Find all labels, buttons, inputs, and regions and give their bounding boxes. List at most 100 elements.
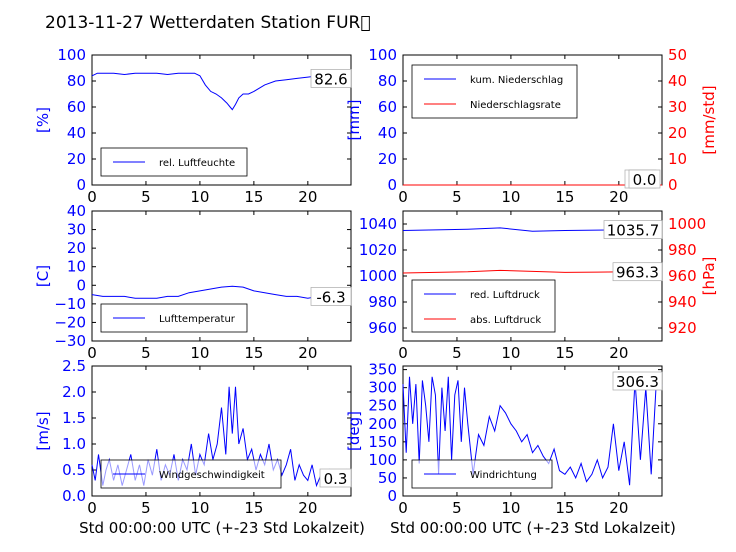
legend-label: Windgeschwindigkeit — [159, 470, 265, 481]
y-tick-label-right: 920 — [668, 319, 697, 337]
value-box-frame — [310, 69, 352, 88]
axes-frame — [91, 54, 352, 186]
y-tick-label-right: 1000 — [668, 215, 706, 233]
y-tick-label: 0 — [387, 487, 397, 505]
y-tick-label: 0 — [387, 176, 397, 194]
panel-precip: 0 5 10 15 20 0 20 40 60 80 100 0 10 20 30 40 50 [mm] [mm/s… — [345, 46, 718, 206]
y-tick-label: 960 — [368, 319, 397, 337]
value-box-frame — [612, 371, 663, 391]
y-tick-label: 1020 — [359, 241, 397, 259]
y-tick-label-right: 30 — [668, 98, 687, 116]
y-tick-label: 150 — [368, 433, 397, 451]
x-tick-label: 20 — [298, 188, 317, 206]
x-tick-label: 10 — [501, 499, 520, 517]
x-tick-label: 10 — [190, 499, 209, 517]
value-box: 1035.7 — [603, 220, 663, 240]
x-tick-label: 20 — [298, 344, 317, 362]
value-box-label: 306.3 — [616, 373, 659, 391]
axes-frame — [91, 365, 352, 497]
x-tick-label: 15 — [244, 499, 263, 517]
y-tick-label: 200 — [368, 415, 397, 433]
y-tick-label: 980 — [368, 293, 397, 311]
legend-box — [411, 64, 578, 119]
x-tick-label: 15 — [555, 499, 574, 517]
y-tick-label: 60 — [67, 98, 86, 116]
x-tick-label: 15 — [555, 188, 574, 206]
value-box-label: 82.6 — [314, 70, 347, 88]
x-tick-label: 5 — [452, 499, 462, 517]
x-tick-label: 5 — [141, 344, 151, 362]
x-tick-label: 0 — [398, 188, 408, 206]
series-line-humidity-0 — [91, 72, 351, 111]
y-tick-label-right: 20 — [668, 124, 687, 142]
y-tick-label: 20 — [67, 239, 86, 257]
axes-frame — [402, 365, 663, 497]
y-tick-label: 2.5 — [62, 357, 86, 375]
panel-temperature: 0 5 10 15 20−30−20−10010203040[C]Lufttempera… — [34, 202, 352, 362]
y-tick-label: 10 — [67, 258, 86, 276]
y-tick-label: 0.5 — [62, 461, 86, 479]
value-box: 0.0 — [628, 169, 661, 189]
y-tick-label: 50 — [378, 469, 397, 487]
value-box: 306.3 — [612, 371, 663, 391]
legend: red. Luftdruck abs. Luftdruck — [411, 279, 556, 333]
legend-label: Niederschlagsrate — [470, 100, 561, 111]
x-tick-label: 10 — [501, 188, 520, 206]
y-tick-label: −20 — [54, 313, 86, 331]
y-tick-label-right: 940 — [668, 293, 697, 311]
value-box-label: -6.3 — [316, 288, 345, 306]
y-tick-label-right: 50 — [668, 46, 687, 64]
y-tick-label: 40 — [378, 124, 397, 142]
x-tick-label: 5 — [141, 188, 151, 206]
legend: Lufttemperatur — [100, 303, 248, 333]
value-box-frame — [310, 287, 352, 306]
value-box-label: 1035.7 — [607, 222, 660, 240]
legend: kum. Niederschlag Niederschlagsrate — [411, 64, 578, 119]
panel-wind_speed: 0 5 10 15 20 0.0 0.5 1.0 1.5 2.0 2.5 [m/s] Windgesch… — [34, 357, 352, 517]
x-tick-label: 0 — [87, 188, 97, 206]
y-tick-label: 1.5 — [62, 409, 86, 427]
value-box-frame — [628, 169, 661, 189]
x-tick-label: 10 — [190, 188, 209, 206]
y-tick-label: 0.0 — [62, 487, 86, 505]
series-line-temperature-0 — [91, 285, 351, 299]
legend-label: Windrichtung — [470, 470, 537, 481]
panel-pressure: 0 5 10 15 20 960 980 1000 1020 1040 920 940 960 980 10… — [359, 210, 718, 362]
y-tick-label: 300 — [368, 379, 397, 397]
xlabel-right: Std 00:00:00 UTC (+-23 Std Lokalzeit) — [390, 519, 676, 537]
x-tick-label: 20 — [298, 499, 317, 517]
y-tick-label: 100 — [57, 46, 86, 64]
y-tick-label: 1040 — [359, 215, 397, 233]
legend: Windrichtung — [411, 459, 553, 489]
y-axis-label: [deg] — [345, 411, 363, 451]
axes-frame — [91, 210, 352, 342]
y-tick-label-right: 960 — [668, 267, 697, 285]
x-tick-label: 5 — [452, 344, 462, 362]
y-tick-label: 0 — [76, 176, 86, 194]
y-tick-label-right: 10 — [668, 150, 687, 168]
y-tick-label: 100 — [368, 46, 397, 64]
y-axis-label: [C] — [34, 265, 52, 287]
x-tick-label: 20 — [609, 188, 628, 206]
y-axis-label-right: [hPa] — [700, 257, 718, 296]
value-box-label: 0.3 — [324, 470, 348, 488]
legend-label: red. Luftdruck — [470, 290, 540, 301]
y-axis-label-right: [mm/std] — [700, 85, 718, 154]
y-axis-label: [m/s] — [34, 411, 52, 450]
x-tick-label: 5 — [452, 188, 462, 206]
y-axis-label: [mm] — [345, 100, 363, 141]
y-tick-label: −30 — [54, 332, 86, 350]
y-tick-label-right: 0 — [668, 176, 678, 194]
value-box-frame — [603, 220, 663, 239]
y-tick-label: 250 — [368, 397, 397, 415]
legend-label: Lufttemperatur — [159, 314, 236, 325]
y-tick-label: 80 — [67, 72, 86, 90]
x-tick-label: 15 — [555, 344, 574, 362]
value-box: 0.3 — [319, 468, 352, 488]
y-tick-label: 0 — [76, 276, 86, 294]
y-tick-label: 1000 — [359, 267, 397, 285]
x-tick-label: 0 — [398, 344, 408, 362]
legend-box — [411, 279, 556, 333]
x-tick-label: 20 — [609, 499, 628, 517]
